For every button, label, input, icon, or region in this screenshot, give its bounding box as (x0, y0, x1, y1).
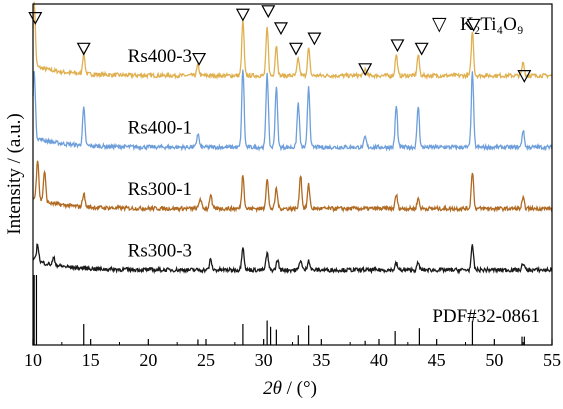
series-label: Rs300-3 (128, 240, 192, 261)
x-axis-label-symbol: 2θ (263, 378, 282, 399)
peak-marker (358, 63, 373, 77)
series-label: Rs400-3 (128, 46, 192, 67)
x-axis-ticks: 10 15 20 25 30 35 40 45 50 55 (24, 339, 561, 370)
x-axis-label: 2θ / (°) (263, 378, 317, 399)
xrd-curve (32, 243, 553, 275)
peak-marker (288, 42, 303, 56)
legend-label: K₂Ti₄O₉ (460, 14, 524, 35)
reference-lines (33, 275, 525, 345)
xrd-curve (32, 1, 553, 81)
peak-marker (28, 12, 43, 25)
peak-marker (307, 32, 322, 46)
peak-marker (192, 52, 207, 66)
peak-marker (235, 8, 250, 22)
xrd-curve (32, 160, 553, 214)
x-tick-label: 50 (485, 350, 503, 370)
x-tick-label: 20 (139, 350, 157, 370)
x-tick-label: 35 (312, 350, 330, 370)
peak-marker (390, 39, 405, 53)
x-tick-label: 40 (370, 350, 388, 370)
y-axis-label: Intensity / (a.u.) (4, 113, 25, 234)
x-tick-label: 55 (543, 350, 561, 370)
peak-marker (466, 18, 481, 32)
series-label: Rs300-1 (128, 179, 192, 200)
x-axis-label-unit: / (°) (282, 378, 317, 399)
x-tick-label: 10 (24, 350, 42, 370)
x-tick-label: 15 (82, 350, 100, 370)
x-tick-label: 30 (255, 350, 273, 370)
peak-marker (414, 42, 429, 56)
xrd-curve (32, 69, 553, 152)
legend-marker: ▽ (432, 14, 447, 35)
peak-marker (261, 5, 276, 19)
reference-label: PDF#32-0861 (432, 306, 540, 327)
peak-marker (517, 70, 532, 83)
peak-marker (273, 22, 288, 36)
series-label: Rs400-1 (128, 118, 192, 139)
x-tick-label: 45 (428, 350, 446, 370)
peak-markers (28, 5, 532, 83)
xrd-curves (32, 1, 553, 275)
x-tick-label: 25 (197, 350, 215, 370)
legend: ▽ K₂Ti₄O₉ (432, 14, 524, 35)
series-labels: Rs400-3 Rs400-1 Rs300-1 Rs300-3 (128, 46, 192, 261)
peak-marker (76, 42, 91, 56)
